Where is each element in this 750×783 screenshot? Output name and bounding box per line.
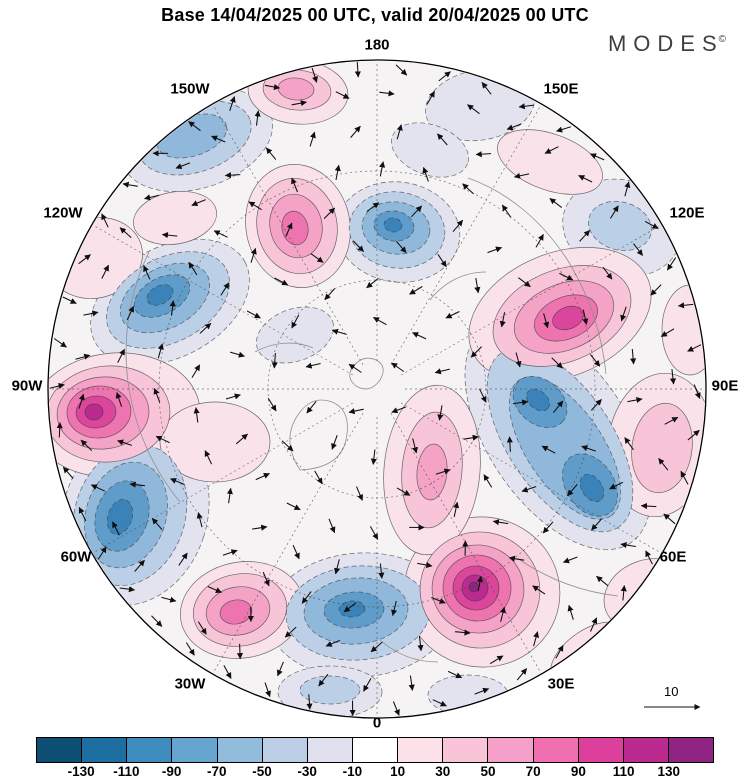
meridian-label-90w: 90W xyxy=(11,377,43,395)
modes-logo: MODES© xyxy=(608,31,726,57)
meridian-label-120e: 120E xyxy=(669,204,705,222)
colorbar-tick-label: 10 xyxy=(390,764,406,779)
colorbar-ticks: -130 -110 -90 -70 -50 -30 -10 10 30 50 70 90 110 130 xyxy=(36,764,714,782)
coastline xyxy=(379,639,439,663)
map-interior xyxy=(49,61,705,717)
colorbar-tick-label: -90 xyxy=(161,764,182,779)
meridian-label-180: 180 xyxy=(364,36,390,54)
colorbar xyxy=(36,737,714,763)
coastline xyxy=(125,249,181,503)
colorbar-cell xyxy=(487,738,533,762)
colorbar-tick-label: -70 xyxy=(207,764,227,779)
graticule xyxy=(51,63,703,715)
colorbar-cell xyxy=(216,738,262,762)
colorbar-tick-label: 130 xyxy=(657,764,681,779)
copyright-mark: © xyxy=(718,34,726,45)
wind-arrows xyxy=(49,62,702,717)
colorbar-cell xyxy=(622,738,668,762)
colorbar-cell xyxy=(532,738,578,762)
colorbar-tick-label: 50 xyxy=(480,764,496,779)
colorbar-tick-label: 110 xyxy=(612,764,635,779)
colorbar-tick-label: -30 xyxy=(297,764,317,779)
colorbar-tick-label: -50 xyxy=(252,764,272,779)
meridian-label-150w: 150W xyxy=(170,80,210,98)
meridian-label-30w: 30W xyxy=(174,675,206,693)
colorbar-cell xyxy=(261,738,307,762)
colorbar-cell xyxy=(351,738,398,762)
polar-map: 10 xyxy=(47,59,707,719)
colorbar-tick-label: -130 xyxy=(67,764,95,779)
reference-vector: 10 xyxy=(644,684,701,711)
reference-vector-label: 10 xyxy=(664,684,678,699)
coastline xyxy=(349,357,384,390)
colorbar-cell xyxy=(397,738,443,762)
colorbar-cell xyxy=(81,738,127,762)
coastline xyxy=(467,177,607,375)
colorbar-cell xyxy=(306,738,352,762)
modes-logo-text: MODES xyxy=(607,31,724,56)
colorbar-cell xyxy=(577,738,623,762)
meridian-label-150e: 150E xyxy=(543,80,579,98)
coastline xyxy=(519,559,619,597)
coastline xyxy=(429,271,487,301)
meridian-label-90e: 90E xyxy=(711,377,739,395)
colorbar-tick-label: -110 xyxy=(113,764,140,779)
colorbar-cell xyxy=(37,738,82,762)
colorbar-tick-label: -10 xyxy=(342,764,363,779)
chart-title: Base 14/04/2025 00 UTC, valid 20/04/2025… xyxy=(161,5,589,25)
meridian-label-30e: 30E xyxy=(547,675,575,693)
coastline xyxy=(254,342,314,353)
meridian-label-60e: 60E xyxy=(659,548,687,566)
meridian-label-60w: 60W xyxy=(60,548,92,566)
colorbar-cell xyxy=(667,738,714,762)
colorbar-tick-label: 30 xyxy=(435,764,451,779)
colorbar-cell xyxy=(171,738,217,762)
coastline xyxy=(289,399,348,471)
coastlines xyxy=(125,177,619,663)
meridian-label-0: 0 xyxy=(372,714,382,732)
colorbar-cell xyxy=(126,738,172,762)
map-boundary xyxy=(47,59,707,719)
colorbar-tick-label: 70 xyxy=(525,764,541,779)
meridian-label-120w: 120W xyxy=(43,204,83,222)
colorbar-tick-label: 90 xyxy=(570,764,586,779)
colorbar-cell xyxy=(442,738,488,762)
